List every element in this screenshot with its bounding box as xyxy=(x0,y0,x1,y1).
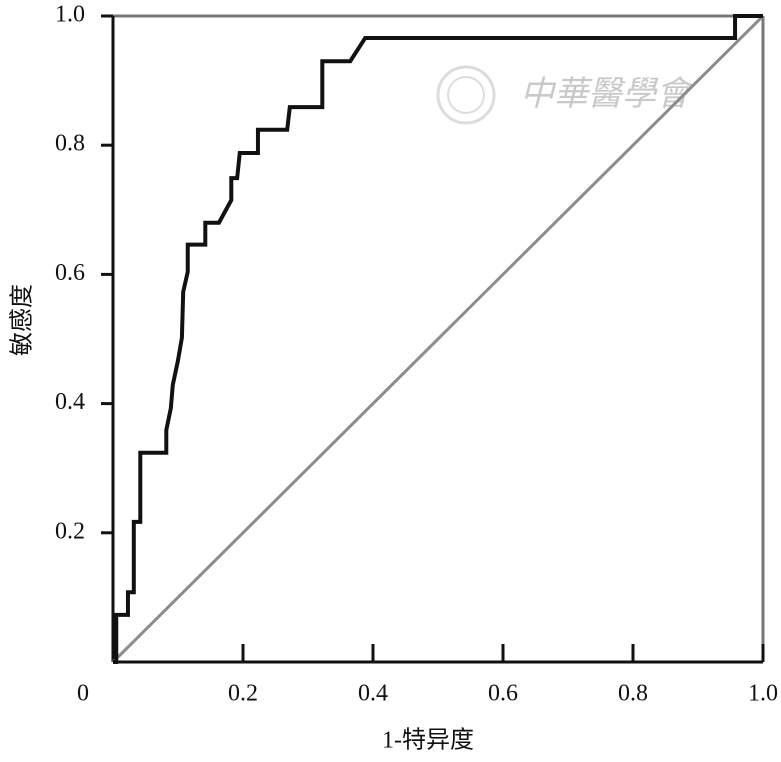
watermark: 中華醫學會 xyxy=(520,76,695,113)
y-tick-label: 0.4 xyxy=(55,389,85,415)
roc-curve xyxy=(113,14,763,664)
y-tick-label: 1.0 xyxy=(55,2,85,28)
y-axis-label: 敏感度 xyxy=(9,284,36,356)
x-tick-label: 0.2 xyxy=(228,681,258,707)
reference-line xyxy=(111,14,765,664)
x-tick-label: 0 xyxy=(77,681,89,707)
x-axis-label: 1-特异度 xyxy=(382,727,474,754)
x-tick-label: 0.4 xyxy=(358,681,388,707)
y-tick-label: 0.8 xyxy=(55,131,85,157)
y-tick-label: 0.2 xyxy=(55,518,85,544)
x-tick-label: 0.8 xyxy=(618,681,648,707)
y-tick-label: 0.6 xyxy=(55,260,85,286)
x-tick-label: 1.0 xyxy=(748,681,778,707)
watermark-logo xyxy=(436,65,496,125)
x-tick-label: 0.6 xyxy=(488,681,518,707)
